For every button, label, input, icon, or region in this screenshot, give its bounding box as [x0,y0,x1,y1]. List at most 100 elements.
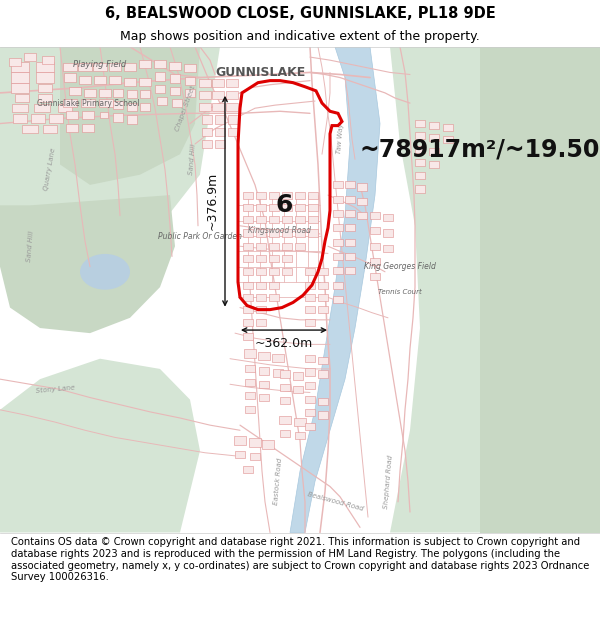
Bar [273,369,283,377]
Bar [282,229,292,236]
Bar [262,441,274,449]
Bar [295,432,305,439]
Bar [15,94,29,102]
Bar [11,62,29,72]
Bar [333,181,343,189]
Text: Quarry Lane: Quarry Lane [43,148,57,191]
Polygon shape [480,47,600,532]
Bar [443,136,453,144]
Bar [305,319,315,326]
Text: Sand Hill: Sand Hill [188,144,196,175]
Bar [82,124,94,132]
Bar [22,124,38,132]
Bar [383,229,393,236]
Bar [243,216,253,223]
Bar [49,114,63,122]
Text: Bealswood Road: Bealswood Road [307,491,364,512]
Bar [212,103,224,111]
Bar [127,103,137,111]
Bar [226,79,238,87]
Bar [305,281,315,289]
Bar [243,306,253,313]
Bar [256,281,266,289]
Bar [127,90,137,98]
Bar [34,104,50,112]
Bar [429,122,439,129]
Bar [333,196,343,202]
Polygon shape [60,47,200,185]
Text: Playing Field: Playing Field [73,60,127,69]
Bar [99,89,111,97]
Bar [199,79,211,87]
Bar [139,78,151,86]
Bar [154,60,166,68]
Bar [228,116,238,124]
Bar [226,91,238,99]
Bar [100,112,108,119]
Text: 6: 6 [275,193,293,218]
Bar [243,229,253,236]
Polygon shape [390,47,600,532]
Bar [228,127,238,136]
Bar [113,113,123,121]
Bar [109,76,121,84]
Bar [280,384,290,391]
Bar [256,306,266,313]
Bar [202,140,212,148]
Bar [370,212,380,219]
Ellipse shape [80,254,130,290]
Bar [282,255,292,262]
Text: Tennis Court: Tennis Court [378,289,422,295]
Bar [109,63,121,71]
Bar [305,422,315,430]
Bar [256,255,266,262]
Bar [124,63,136,71]
Bar [269,268,279,276]
Bar [256,268,266,276]
Bar [333,224,343,231]
Bar [140,90,150,98]
Bar [256,242,266,250]
Bar [185,89,195,97]
Bar [38,94,52,102]
Bar [185,76,195,85]
Bar [280,397,290,404]
Bar [383,214,393,221]
Bar [235,451,245,458]
Text: Kingswood Road: Kingswood Road [248,226,311,236]
Bar [282,216,292,223]
Bar [415,159,425,166]
Text: 6, BEALSWOOD CLOSE, GUNNISLAKE, PL18 9DE: 6, BEALSWOOD CLOSE, GUNNISLAKE, PL18 9DE [104,6,496,21]
Bar [13,114,27,122]
Bar [243,319,253,326]
Bar [245,366,255,372]
Bar [269,242,279,250]
Bar [243,294,253,301]
Bar [184,64,196,72]
Bar [279,416,291,424]
Bar [308,204,318,211]
Bar [243,466,253,472]
Bar [155,85,165,93]
Bar [293,386,303,393]
Bar [199,103,211,111]
Bar [282,204,292,211]
Bar [234,436,246,444]
Bar [305,306,315,313]
Bar [443,124,453,131]
Bar [308,191,318,199]
Bar [256,204,266,211]
Polygon shape [0,195,175,333]
Text: GUNNISLAKE: GUNNISLAKE [215,66,305,79]
Text: Gunnislake Primary School: Gunnislake Primary School [37,99,139,107]
Text: King Georges Field: King Georges Field [364,262,436,271]
Bar [370,273,380,281]
Text: Stony Lane: Stony Lane [35,384,75,394]
Bar [280,371,290,378]
Bar [305,294,315,301]
Bar [243,255,253,262]
Bar [259,368,269,374]
Text: Map shows position and indicative extent of the property.: Map shows position and indicative extent… [120,30,480,43]
Text: ~78917m²/~19.501ac.: ~78917m²/~19.501ac. [360,137,600,161]
Bar [36,62,54,72]
